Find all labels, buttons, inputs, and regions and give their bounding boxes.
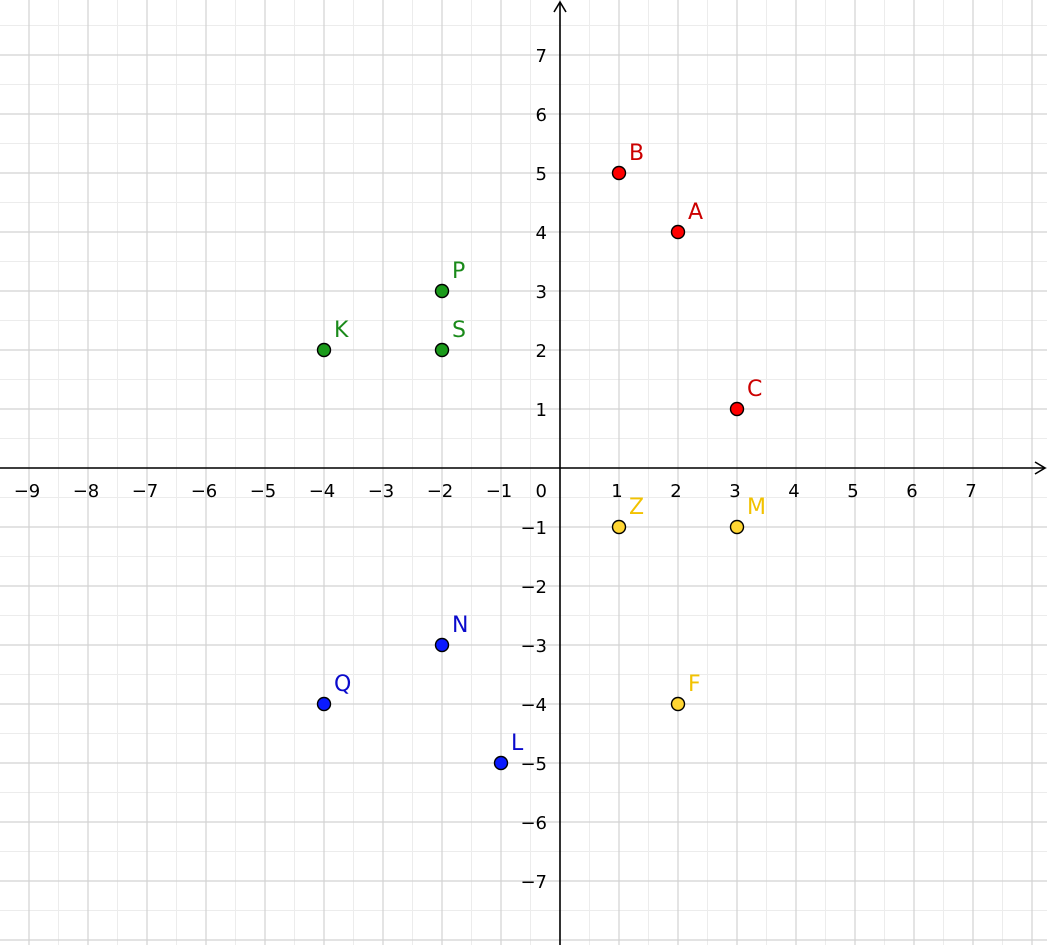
x-tick-label: 5 xyxy=(847,481,858,502)
x-tick-label: 2 xyxy=(670,481,681,502)
y-tick-label: −3 xyxy=(520,636,547,657)
x-tick-label: −7 xyxy=(132,481,159,502)
point-P xyxy=(434,283,450,299)
y-tick-label: 3 xyxy=(536,282,547,303)
y-tick-label: 2 xyxy=(536,341,547,362)
x-axis-arrow xyxy=(1034,461,1047,475)
point-label-L: L xyxy=(511,731,524,756)
point-Q xyxy=(316,696,332,712)
y-axis-arrow xyxy=(553,0,567,13)
y-tick-label: 1 xyxy=(536,400,547,421)
y-tick-label: 7 xyxy=(536,46,547,67)
point-label-A: A xyxy=(688,200,703,225)
point-M xyxy=(729,519,745,535)
x-tick-label: 6 xyxy=(906,481,917,502)
origin-label: 0 xyxy=(536,481,547,502)
x-tick-label: −1 xyxy=(486,481,513,502)
point-Z xyxy=(611,519,627,535)
point-label-S: S xyxy=(452,318,466,343)
point-A xyxy=(670,224,686,240)
point-F xyxy=(670,696,686,712)
x-tick-label: −4 xyxy=(309,481,336,502)
point-N xyxy=(434,637,450,653)
point-label-B: B xyxy=(629,141,644,166)
point-label-K: K xyxy=(334,318,349,343)
point-C xyxy=(729,401,745,417)
point-label-N: N xyxy=(452,613,468,638)
x-tick-label: 1 xyxy=(611,481,622,502)
point-K xyxy=(316,342,332,358)
x-tick-label: 3 xyxy=(729,481,740,502)
x-tick-label: 7 xyxy=(965,481,976,502)
x-tick-label: −3 xyxy=(368,481,395,502)
x-tick-label: −6 xyxy=(191,481,218,502)
y-tick-label: −6 xyxy=(520,813,547,834)
y-tick-label: 5 xyxy=(536,164,547,185)
point-label-C: C xyxy=(747,377,762,402)
y-tick-label: 6 xyxy=(536,105,547,126)
y-tick-label: −7 xyxy=(520,872,547,893)
y-tick-label: −4 xyxy=(520,695,547,716)
y-tick-label: −5 xyxy=(520,754,547,775)
data-points: B A C P K S Z M F N Q L xyxy=(316,141,766,771)
y-tick-label: 4 xyxy=(536,223,547,244)
point-label-Q: Q xyxy=(334,672,351,697)
x-tick-label: 4 xyxy=(788,481,799,502)
x-tick-label: −8 xyxy=(73,481,100,502)
x-tick-label: −9 xyxy=(14,481,41,502)
x-tick-label: −5 xyxy=(250,481,277,502)
point-S xyxy=(434,342,450,358)
tick-labels: −9 −8 −7 −6 −5 −4 −3 −2 −1 1 2 3 4 5 6 7 −7 −6 −5 −4 −3 −2 −1 1… xyxy=(14,46,977,893)
point-L xyxy=(493,755,509,771)
point-label-F: F xyxy=(688,672,701,697)
point-B xyxy=(611,165,627,181)
y-tick-label: −1 xyxy=(520,518,547,539)
x-tick-label: −2 xyxy=(427,481,454,502)
point-label-Z: Z xyxy=(629,495,644,520)
point-label-M: M xyxy=(747,495,766,520)
y-tick-label: −2 xyxy=(520,577,547,598)
point-label-P: P xyxy=(452,259,465,284)
